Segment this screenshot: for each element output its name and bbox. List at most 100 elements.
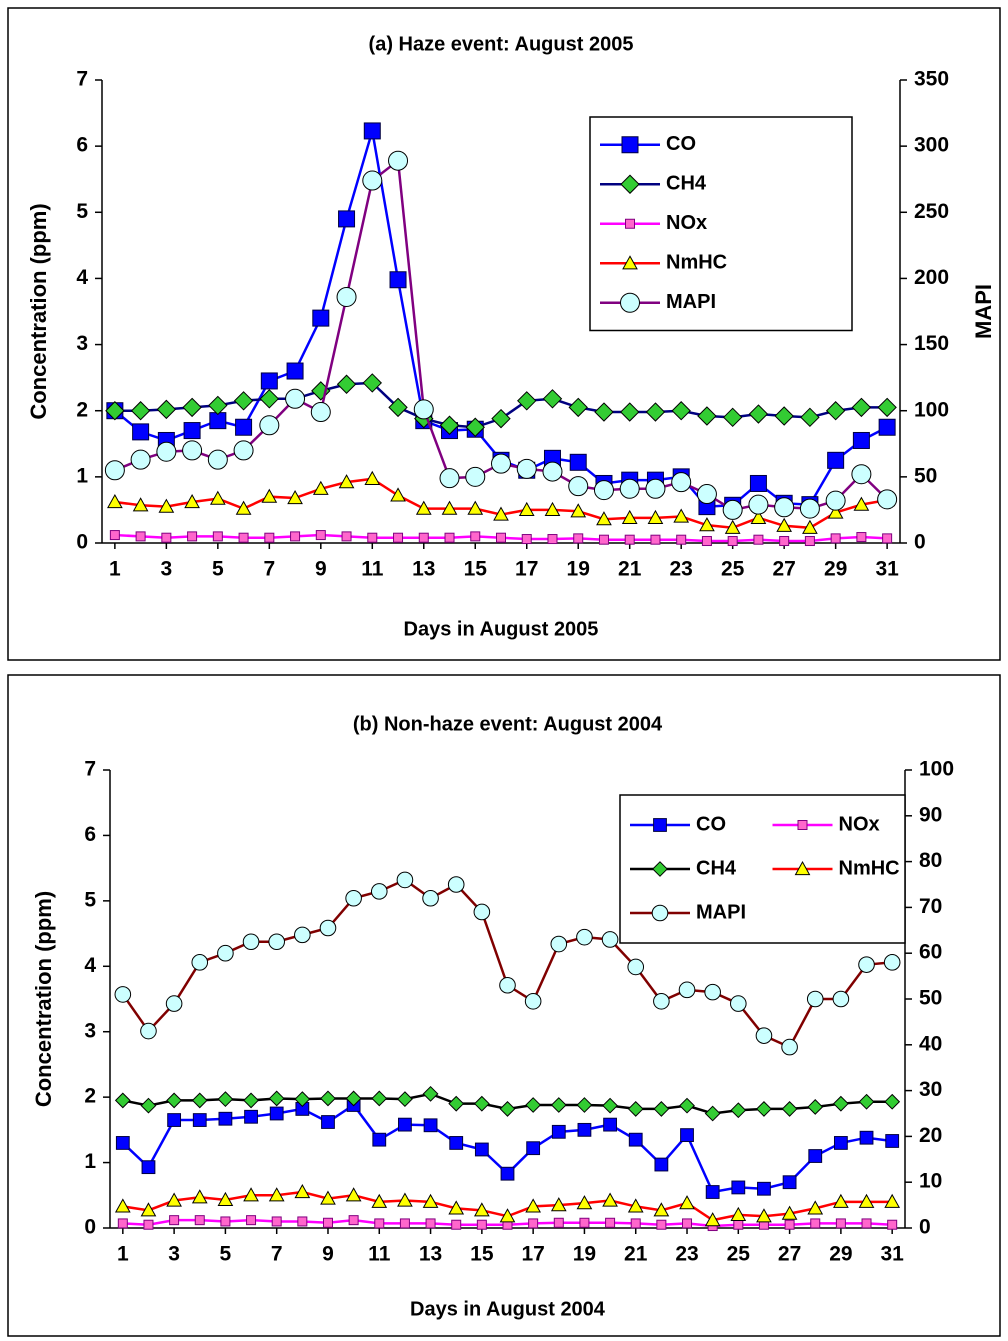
marker-circle [465, 466, 486, 487]
marker-square [528, 1218, 539, 1229]
marker-diamond [499, 1101, 516, 1117]
marker-triangle [833, 1193, 849, 1208]
marker-diamond [722, 407, 743, 428]
marker-circle [704, 983, 721, 1001]
marker-diamond [774, 406, 794, 426]
marker-square [141, 1160, 156, 1175]
legend-marker [651, 904, 669, 922]
marker-square [367, 532, 378, 543]
x-tick-label: 11 [368, 1243, 391, 1266]
y2-tick-label: 200 [914, 266, 949, 289]
marker-square [183, 422, 201, 440]
marker-triangle [827, 504, 844, 519]
marker-diamond [371, 1090, 388, 1107]
y-tick-label: 4 [76, 266, 88, 289]
marker-circle [439, 468, 460, 489]
marker-triangle [679, 1195, 695, 1210]
marker-triangle [781, 1205, 798, 1220]
marker-circle [671, 472, 692, 493]
marker-circle [516, 458, 537, 479]
marker-square [830, 533, 841, 544]
marker-diamond [140, 1097, 157, 1114]
x-tick-label: 11 [361, 558, 384, 581]
marker-diamond [439, 415, 460, 435]
legend-label: NmHC [666, 252, 727, 274]
legend-label: MAPI [696, 901, 746, 923]
x-tick-label: 7 [271, 1243, 283, 1266]
marker-square [650, 534, 661, 545]
marker-square [286, 362, 304, 380]
marker-square [194, 1215, 205, 1226]
marker-triangle [570, 503, 587, 518]
marker-square [393, 532, 404, 543]
y-axis-label: Concentration (ppm) [31, 891, 56, 1107]
y2-tick-label: 150 [914, 332, 949, 355]
marker-diamond [217, 1091, 234, 1108]
marker-diamond [645, 402, 666, 422]
marker-triangle [647, 509, 664, 524]
chart-panel: (a) Haze event: August 2005 Days in Augus… [7, 7, 1001, 661]
legend-label: CH4 [696, 857, 737, 879]
marker-triangle [268, 1187, 285, 1202]
marker-triangle [704, 1212, 721, 1227]
marker-square [577, 1122, 592, 1137]
marker-circle [104, 460, 125, 481]
marker-square [859, 1130, 874, 1145]
marker-square [605, 1217, 616, 1228]
marker-diamond [105, 401, 125, 421]
chart-title: (a) Haze event: August 2005 [369, 33, 634, 55]
marker-circle [542, 461, 563, 482]
marker-triangle [294, 1183, 311, 1199]
marker-square [244, 1109, 258, 1124]
marker-triangle [243, 1187, 259, 1202]
legend-marker [797, 820, 808, 830]
marker-diamond [422, 1085, 439, 1102]
marker-square [235, 418, 253, 436]
marker-square [389, 271, 407, 289]
marker-square [810, 1218, 821, 1229]
x-tick-label: 25 [727, 1243, 751, 1266]
marker-square [451, 1219, 462, 1230]
marker-triangle [653, 1202, 670, 1217]
marker-diamond [465, 417, 485, 437]
marker-diamond [884, 1093, 901, 1110]
marker-triangle [699, 517, 715, 532]
y-tick-label: 1 [76, 464, 88, 487]
marker-square [624, 534, 635, 545]
marker-circle [755, 1027, 773, 1044]
y-tick-label: 2 [84, 1085, 96, 1108]
marker-triangle [544, 501, 561, 517]
marker-triangle [261, 488, 278, 503]
x-tick-label: 27 [772, 558, 795, 581]
marker-triangle [858, 1193, 875, 1208]
marker-circle [336, 286, 357, 307]
marker-diamond [448, 1095, 465, 1112]
marker-diamond [388, 397, 408, 418]
marker-square [656, 1219, 667, 1230]
marker-square [598, 534, 609, 545]
marker-square [192, 1113, 207, 1127]
marker-square [470, 531, 481, 542]
marker-square [269, 1106, 284, 1121]
marker-circle [130, 449, 151, 470]
marker-triangle [499, 1208, 516, 1223]
y-tick-label: 0 [84, 1216, 96, 1239]
marker-square [315, 530, 326, 541]
marker-diamond [627, 1101, 644, 1117]
marker-circle [294, 926, 311, 944]
marker-square [167, 1113, 182, 1127]
marker-square [628, 1132, 643, 1147]
marker-square [579, 1217, 590, 1228]
marker-circle [370, 883, 388, 900]
marker-circle [593, 480, 614, 501]
y-tick-label: 3 [84, 1019, 96, 1042]
marker-square [143, 1219, 154, 1230]
marker-circle [259, 415, 280, 436]
marker-square [338, 210, 356, 228]
marker-circle [396, 871, 414, 889]
marker-diamond [825, 401, 846, 421]
marker-circle [310, 402, 331, 423]
marker-triangle [756, 1208, 772, 1223]
y2-tick-label: 100 [914, 398, 949, 421]
y-tick-label: 6 [84, 823, 96, 846]
